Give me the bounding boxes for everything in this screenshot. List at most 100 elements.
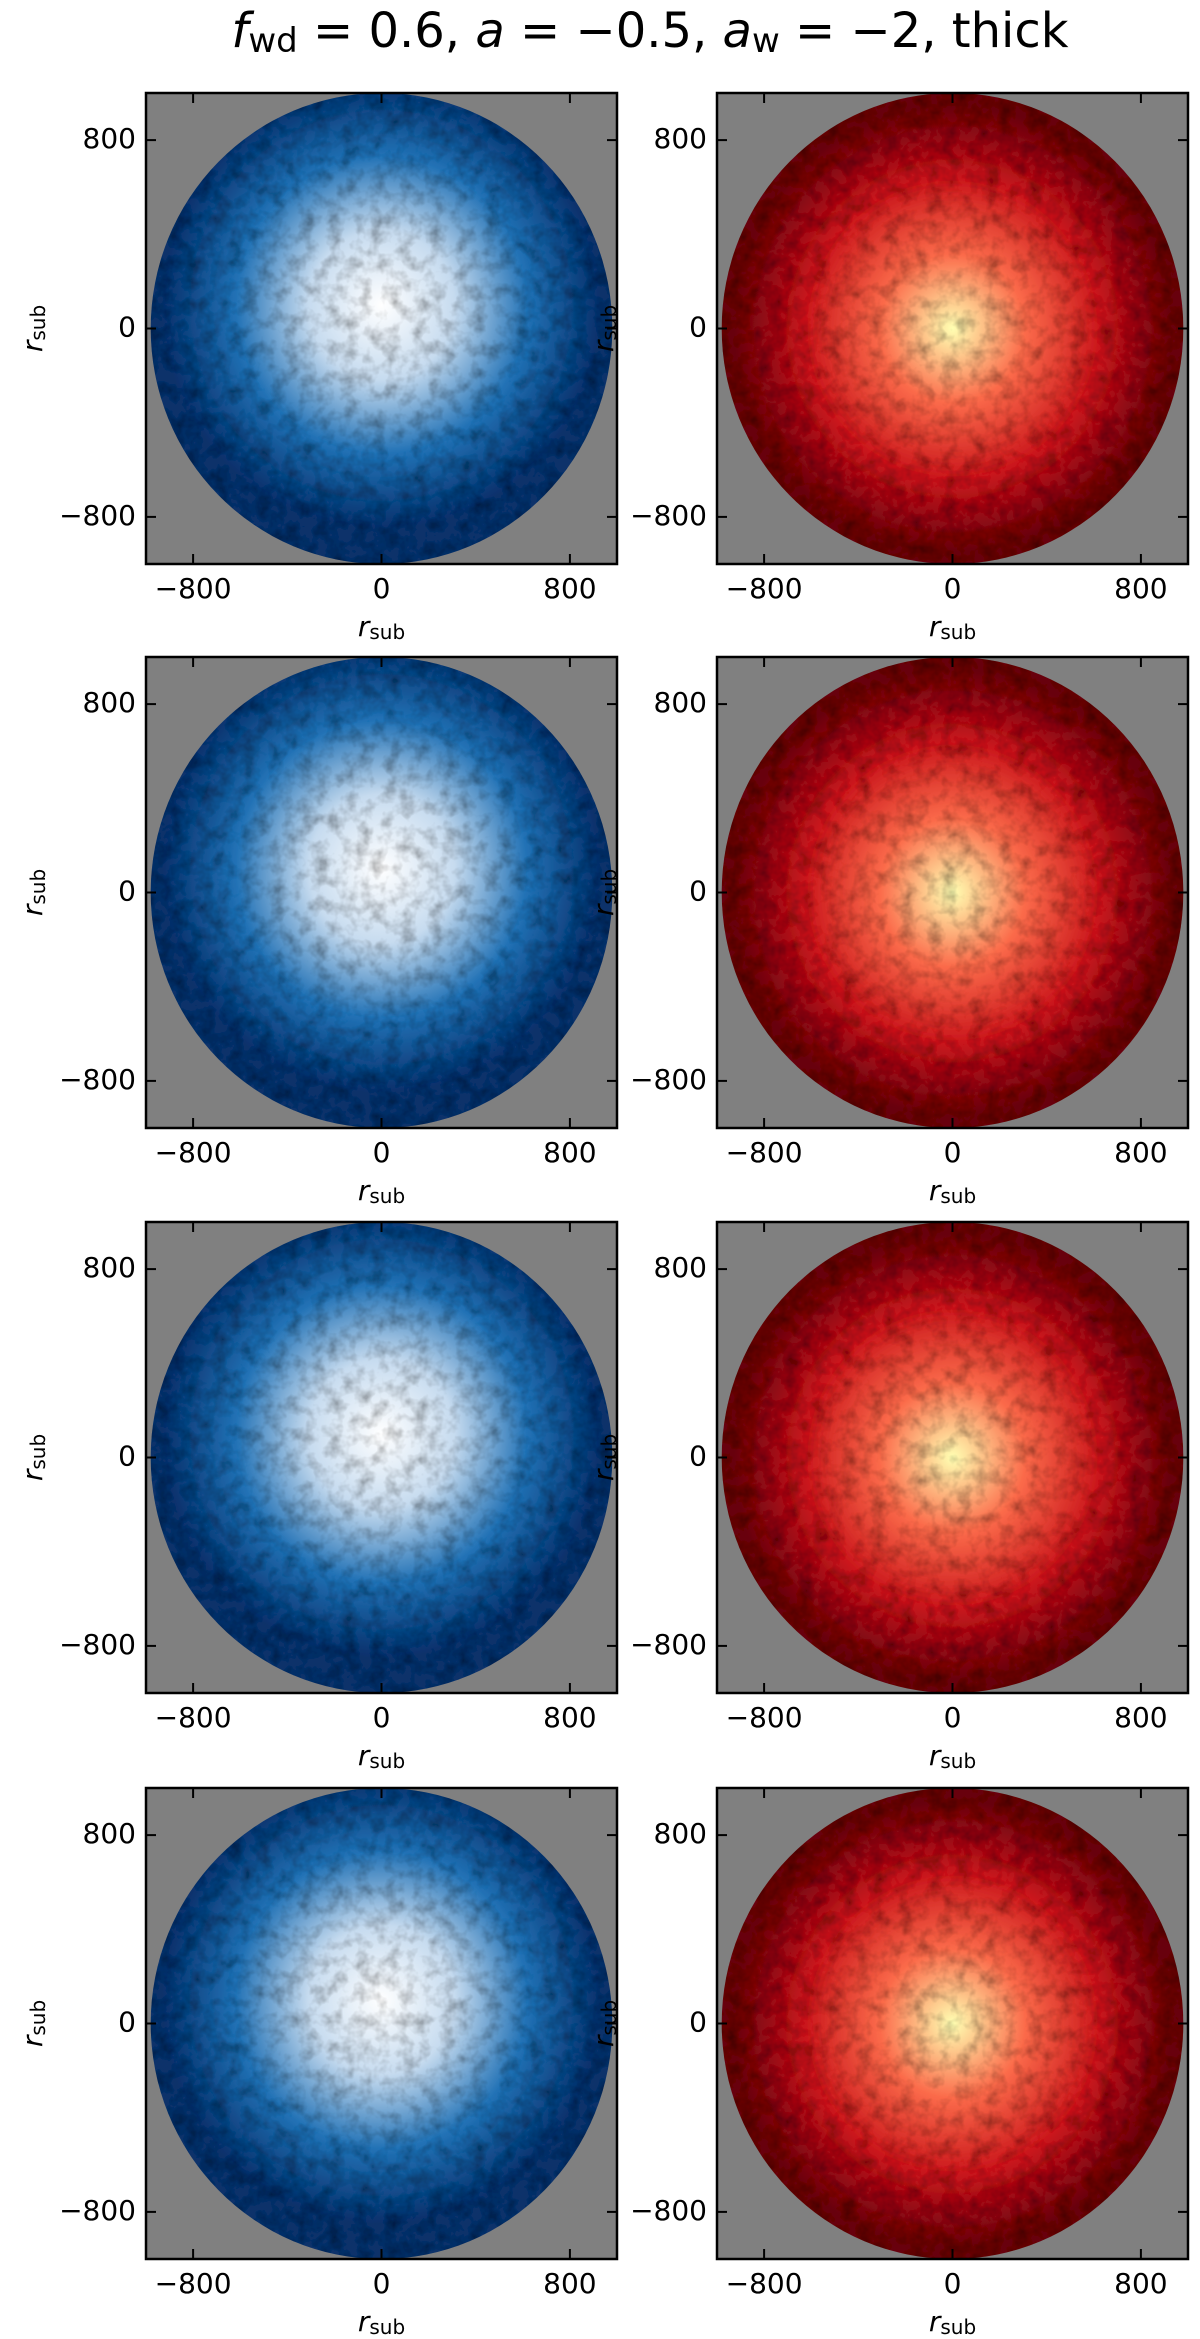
image-map bbox=[721, 657, 1184, 1128]
axis-label-sub: sub bbox=[597, 869, 621, 905]
axis-label: rsub bbox=[929, 2305, 976, 2339]
x-tick-label: 800 bbox=[1114, 2267, 1167, 2300]
x-tick-label: 800 bbox=[543, 2267, 596, 2300]
x-tick-label: −800 bbox=[155, 1136, 232, 1169]
title-part: = 0.6, bbox=[298, 3, 476, 59]
image-map bbox=[150, 657, 613, 1128]
y-tick-label: −800 bbox=[630, 1063, 707, 1096]
x-tick-label: −800 bbox=[726, 572, 803, 605]
title-part: a bbox=[475, 3, 504, 59]
image-map bbox=[150, 93, 613, 564]
x-tick-label: 800 bbox=[543, 1136, 596, 1169]
axis-label-sub: sub bbox=[369, 620, 405, 644]
image-map bbox=[150, 1222, 613, 1693]
axis-label-sub: sub bbox=[597, 305, 621, 341]
axis-label: rsub bbox=[929, 1739, 976, 1773]
y-tick-label: 800 bbox=[654, 1817, 707, 1850]
axis-label: rsub bbox=[358, 1739, 405, 1773]
axis-label-main: r bbox=[358, 1174, 371, 1207]
x-tick-label: 0 bbox=[373, 572, 391, 605]
y-tick-label: 0 bbox=[689, 875, 707, 908]
axis-label-main: r bbox=[16, 1468, 49, 1481]
y-tick-label: 800 bbox=[654, 686, 707, 719]
y-tick-label: −800 bbox=[59, 499, 136, 532]
y-tick-label: 0 bbox=[118, 875, 136, 908]
x-tick-label: 800 bbox=[543, 1701, 596, 1734]
figure-title: fwd = 0.6, a = −0.5, aw = −2, thick bbox=[231, 3, 1068, 61]
x-tick-label: −800 bbox=[155, 1701, 232, 1734]
axis-label-main: r bbox=[587, 903, 620, 916]
y-tick-label: −800 bbox=[59, 1628, 136, 1661]
axis-label-sub: sub bbox=[940, 2315, 976, 2339]
axis-label-sub: sub bbox=[369, 1749, 405, 1773]
axis-label-main: r bbox=[929, 610, 942, 643]
x-tick-label: 0 bbox=[373, 2267, 391, 2300]
axis-label: rsub bbox=[929, 1174, 976, 1208]
y-tick-label: 800 bbox=[654, 1251, 707, 1284]
x-tick-label: 0 bbox=[944, 1136, 962, 1169]
x-tick-label: 800 bbox=[1114, 572, 1167, 605]
image-map bbox=[721, 1788, 1184, 2259]
axis-label: rsub bbox=[358, 2305, 405, 2339]
x-tick-label: −800 bbox=[726, 1136, 803, 1169]
axis-label: rsub bbox=[587, 1434, 621, 1481]
axis-label: rsub bbox=[16, 869, 50, 916]
axis-label-main: r bbox=[929, 1739, 942, 1772]
axis-label: rsub bbox=[587, 2000, 621, 2047]
title-part: = −0.5, bbox=[505, 3, 723, 59]
image-map bbox=[721, 1222, 1184, 1693]
axis-label-sub: sub bbox=[26, 2000, 50, 2036]
y-tick-label: 800 bbox=[83, 122, 136, 155]
axis-label-main: r bbox=[587, 2034, 620, 2047]
axis-label-main: r bbox=[358, 2305, 371, 2338]
axis-label-main: r bbox=[587, 1468, 620, 1481]
y-tick-label: 800 bbox=[83, 1817, 136, 1850]
axis-label-main: r bbox=[16, 339, 49, 352]
axis-label-sub: sub bbox=[940, 1184, 976, 1208]
axis-label: rsub bbox=[16, 305, 50, 352]
axis-label-sub: sub bbox=[26, 305, 50, 341]
axis-label: rsub bbox=[929, 610, 976, 644]
y-tick-label: −800 bbox=[630, 1628, 707, 1661]
x-tick-label: 0 bbox=[944, 572, 962, 605]
axis-label-main: r bbox=[358, 610, 371, 643]
y-tick-label: 0 bbox=[689, 1440, 707, 1473]
x-tick-label: −800 bbox=[155, 2267, 232, 2300]
axis-label-main: r bbox=[929, 1174, 942, 1207]
axis-label-main: r bbox=[587, 339, 620, 352]
y-tick-label: 0 bbox=[118, 311, 136, 344]
x-tick-label: −800 bbox=[726, 1701, 803, 1734]
axis-label-main: r bbox=[358, 1739, 371, 1772]
axis-label-sub: sub bbox=[26, 1434, 50, 1470]
y-tick-label: 0 bbox=[118, 1440, 136, 1473]
axis-label-sub: sub bbox=[940, 620, 976, 644]
y-tick-label: 800 bbox=[83, 686, 136, 719]
axis-label: rsub bbox=[16, 2000, 50, 2047]
y-tick-label: 0 bbox=[689, 2006, 707, 2039]
y-tick-label: −800 bbox=[630, 2194, 707, 2227]
axis-label-sub: sub bbox=[369, 2315, 405, 2339]
title-part: a bbox=[723, 3, 752, 59]
axis-label: rsub bbox=[587, 869, 621, 916]
axis-label-sub: sub bbox=[940, 1749, 976, 1773]
title-part: wd bbox=[248, 21, 297, 61]
x-tick-label: 800 bbox=[1114, 1136, 1167, 1169]
x-tick-label: 0 bbox=[944, 1701, 962, 1734]
axis-label: rsub bbox=[358, 610, 405, 644]
y-tick-label: 0 bbox=[689, 311, 707, 344]
title-part: w bbox=[752, 21, 780, 61]
image-map bbox=[721, 93, 1184, 564]
axis-label: rsub bbox=[358, 1174, 405, 1208]
y-tick-label: 0 bbox=[118, 2006, 136, 2039]
y-tick-label: 800 bbox=[83, 1251, 136, 1284]
x-tick-label: 800 bbox=[1114, 1701, 1167, 1734]
y-tick-label: 800 bbox=[654, 122, 707, 155]
